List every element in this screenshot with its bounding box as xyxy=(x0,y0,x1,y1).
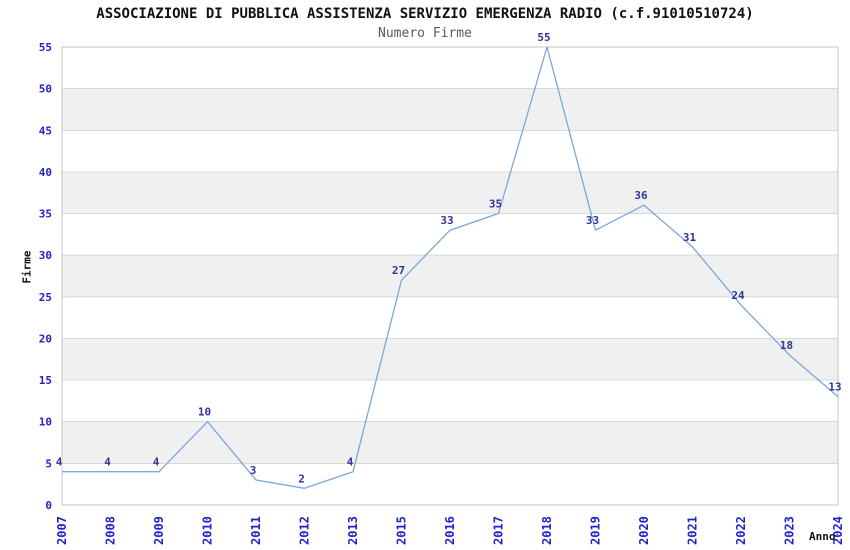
x-tick-label: 2009 xyxy=(152,516,166,545)
y-tick-label: 15 xyxy=(39,374,52,387)
x-tick-label: 2011 xyxy=(249,516,263,545)
x-tick-label: 2012 xyxy=(298,516,312,545)
y-tick-label: 10 xyxy=(39,416,52,429)
y-tick-label: 35 xyxy=(39,208,52,221)
data-point-label: 4 xyxy=(104,456,111,469)
y-tick-label: 0 xyxy=(45,499,52,512)
x-tick-label: 2020 xyxy=(637,516,651,545)
data-point-label: 2 xyxy=(298,472,305,485)
grid-band xyxy=(62,338,838,381)
grid-band xyxy=(62,88,838,131)
data-point-label: 4 xyxy=(347,456,354,469)
data-point-label: 10 xyxy=(198,406,211,419)
data-point-label: 18 xyxy=(780,339,793,352)
grid-band xyxy=(62,421,838,464)
data-point-label: 3 xyxy=(250,464,257,477)
plot-border xyxy=(61,46,839,506)
x-tick-label: 2010 xyxy=(201,516,215,545)
x-tick-label: 2022 xyxy=(734,516,748,545)
x-tick-label: 2018 xyxy=(540,516,554,545)
y-tick-label: 20 xyxy=(39,332,52,345)
data-point-label: 35 xyxy=(489,198,502,211)
data-point-label: 27 xyxy=(392,264,405,277)
x-axis-title: Anno xyxy=(809,530,836,543)
x-tick-label: 2017 xyxy=(492,516,506,545)
data-point-label: 55 xyxy=(537,31,550,44)
data-point-label: 33 xyxy=(586,214,599,227)
x-tick-label: 2024 xyxy=(831,516,845,545)
x-tick-label: 2013 xyxy=(346,516,360,545)
data-point-label: 24 xyxy=(731,289,745,302)
y-axis-title: Firme xyxy=(20,250,34,284)
data-point-label: 13 xyxy=(828,381,841,394)
data-point-label: 31 xyxy=(683,231,697,244)
x-tick-label: 2016 xyxy=(443,516,457,545)
x-tick-label: 2023 xyxy=(783,516,797,545)
data-point-label: 4 xyxy=(153,456,160,469)
y-tick-label: 30 xyxy=(39,249,52,262)
x-tick-label: 2008 xyxy=(104,516,118,545)
y-tick-label: 45 xyxy=(39,124,52,137)
grid-band xyxy=(62,171,838,214)
x-tick-label: 2007 xyxy=(55,516,69,545)
chart-title: ASSOCIAZIONE DI PUBBLICA ASSISTENZA SERV… xyxy=(96,6,754,22)
y-tick-label: 50 xyxy=(39,83,52,96)
data-line xyxy=(62,46,839,489)
y-tick-label: 55 xyxy=(39,41,52,54)
data-point-label: 4 xyxy=(56,456,63,469)
y-tick-label: 5 xyxy=(45,457,52,470)
data-point-label: 33 xyxy=(440,214,453,227)
y-tick-label: 25 xyxy=(39,291,52,304)
x-tick-label: 2015 xyxy=(395,516,409,545)
grid-band xyxy=(62,255,838,297)
chart-subtitle: Numero Firme xyxy=(378,26,472,41)
x-tick-label: 2019 xyxy=(589,516,603,545)
data-point-label: 36 xyxy=(634,189,648,202)
y-tick-label: 40 xyxy=(39,166,52,179)
x-tick-label: 2021 xyxy=(686,516,700,545)
